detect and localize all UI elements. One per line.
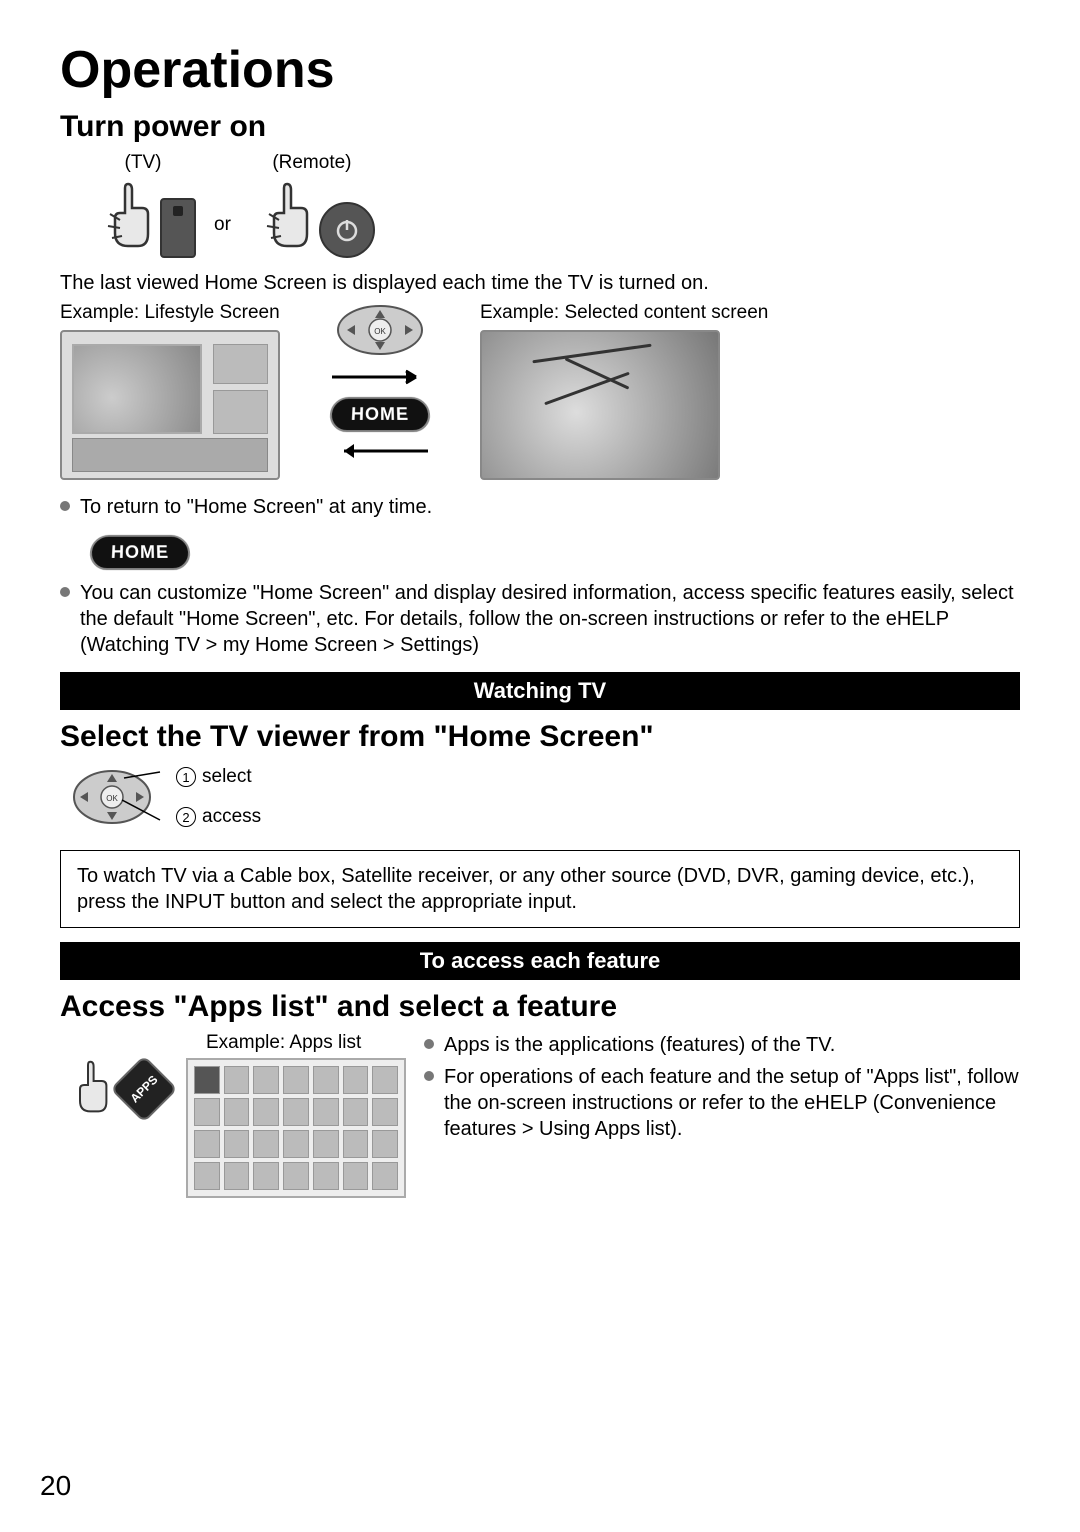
section-bar-watching-tv: Watching TV xyxy=(60,672,1020,710)
arrow-left-icon xyxy=(330,442,430,460)
section-turn-power-on: Turn power on xyxy=(60,110,1020,144)
arrow-right-icon xyxy=(330,368,430,386)
bullet-customize-home: You can customize "Home Screen" and disp… xyxy=(80,580,1020,658)
example-lifestyle-label: Example: Lifestyle Screen xyxy=(60,302,280,324)
example-content-label: Example: Selected content screen xyxy=(480,302,768,324)
bullet-apps-setup: For operations of each feature and the s… xyxy=(444,1064,1020,1142)
apps-button-icon: APPS xyxy=(110,1055,178,1123)
dpad-with-callouts-icon: OK xyxy=(72,762,162,832)
step-access-label: access xyxy=(202,806,261,828)
dpad-steps-illustration: OK 1 select 2 access xyxy=(72,762,1020,832)
bullet-icon xyxy=(424,1071,434,1081)
hand-pointing-icon xyxy=(90,178,160,258)
example-apps-label: Example: Apps list xyxy=(206,1032,406,1054)
home-button-icon: HOME xyxy=(88,535,191,570)
hand-pointing-icon xyxy=(249,178,319,258)
page-title: Operations xyxy=(60,40,1020,100)
lifestyle-screen-thumbnail xyxy=(60,330,280,480)
bullet-apps-desc: Apps is the applications (features) of t… xyxy=(444,1032,1020,1058)
hand-pointing-icon xyxy=(60,1054,116,1124)
power-button-icon xyxy=(319,202,375,258)
bullet-icon xyxy=(60,501,70,511)
navigation-illustration: OK HOME xyxy=(320,302,440,460)
heading-access-apps-list: Access "Apps list" and select a feature xyxy=(60,990,1020,1024)
apps-grid-thumbnail xyxy=(186,1058,406,1198)
home-button-icon: HOME xyxy=(328,397,431,432)
page-number: 20 xyxy=(40,1470,71,1502)
tv-device-icon xyxy=(160,198,196,258)
dpad-icon: OK xyxy=(335,302,425,358)
remote-label: (Remote) xyxy=(272,152,351,174)
step-number-2: 2 xyxy=(176,807,196,827)
heading-select-tv-viewer: Select the TV viewer from "Home Screen" xyxy=(60,720,1020,754)
info-box-input: To watch TV via a Cable box, Satellite r… xyxy=(60,850,1020,928)
step-number-1: 1 xyxy=(176,767,196,787)
bullet-icon xyxy=(60,587,70,597)
section-bar-access-feature: To access each feature xyxy=(60,942,1020,980)
bullet-icon xyxy=(424,1039,434,1049)
step-select-label: select xyxy=(202,766,252,788)
power-on-description: The last viewed Home Screen is displayed… xyxy=(60,270,1020,296)
svg-text:OK: OK xyxy=(374,327,386,336)
power-on-illustration: (TV) or (Remote) xyxy=(90,152,1020,258)
or-label: or xyxy=(214,214,231,236)
svg-text:OK: OK xyxy=(106,794,118,803)
tv-label: (TV) xyxy=(125,152,162,174)
content-screen-thumbnail xyxy=(480,330,720,480)
bullet-return-home: To return to "Home Screen" at any time. xyxy=(80,494,1020,520)
